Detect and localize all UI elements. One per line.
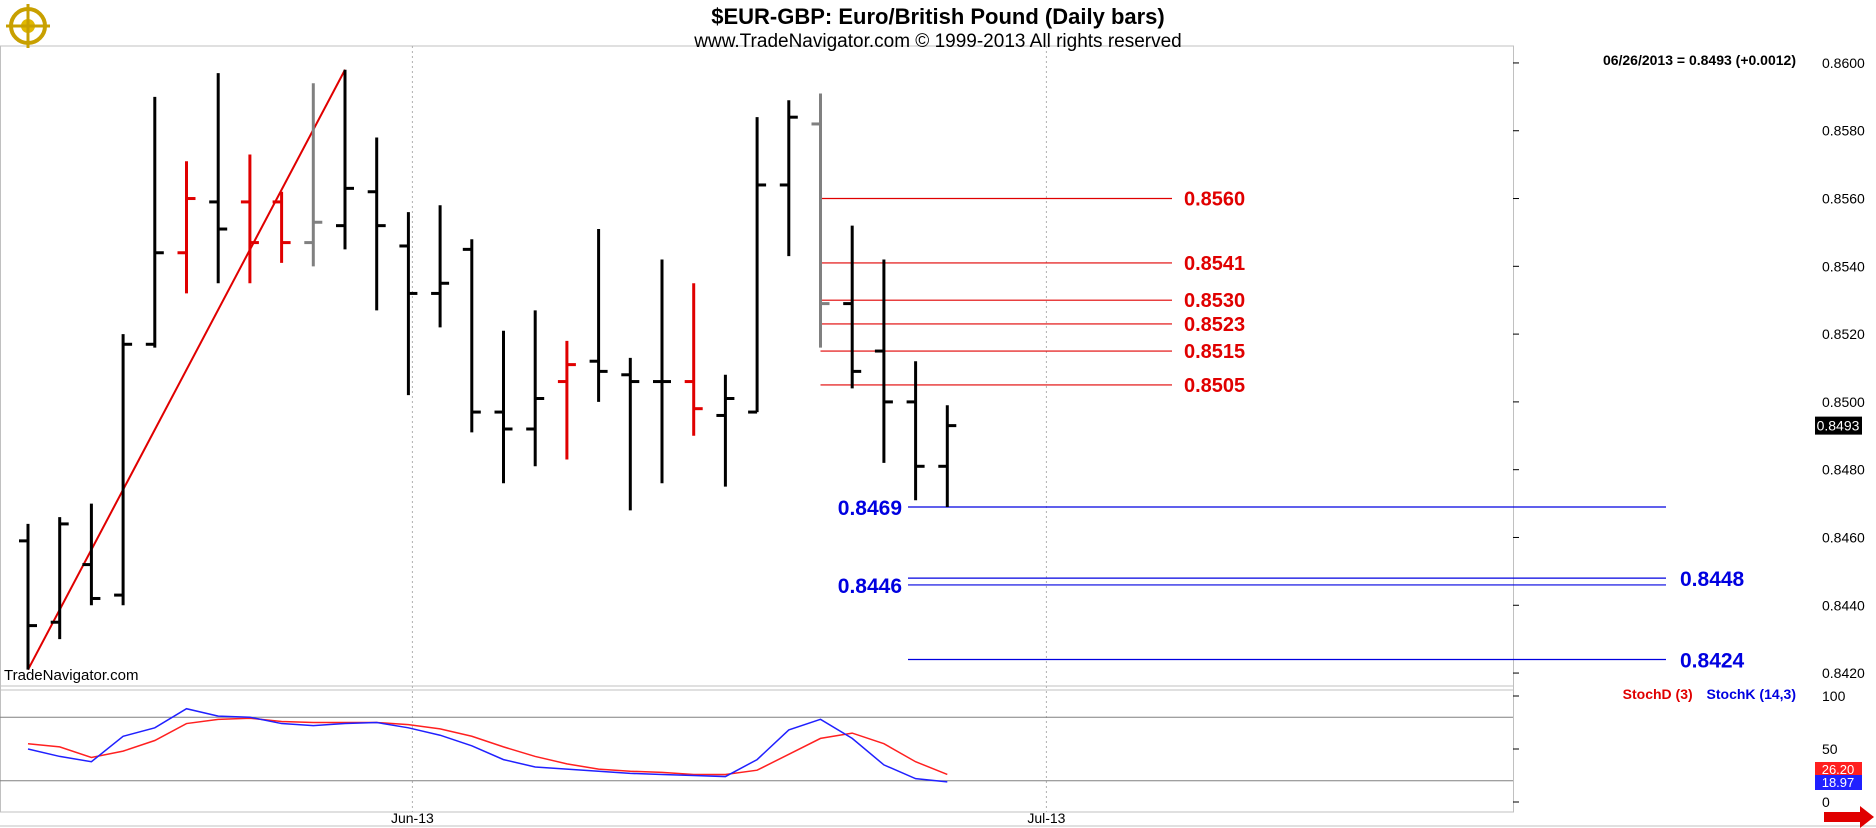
- y-tick-label: 0.8420: [1822, 665, 1865, 681]
- trendline: [27, 69, 346, 671]
- x-tick-label: Jul-13: [1027, 810, 1065, 826]
- stoch-line-d: [27, 717, 948, 776]
- stoch-last-box: [1815, 762, 1862, 777]
- red-level-label: 0.8530: [1184, 290, 1245, 312]
- chart-title: $EUR-GBP: Euro/British Pound (Daily bars…: [711, 4, 1165, 29]
- stoch-last-label: 18.97: [1822, 775, 1855, 790]
- blue-level-label: 0.8446: [838, 575, 902, 598]
- last-value-box: [1815, 416, 1862, 435]
- stoch-line-k: [27, 707, 948, 783]
- blue-level-label: 0.8424: [1680, 649, 1745, 672]
- stoch-y-tick-label: 100: [1822, 688, 1846, 704]
- y-tick-label: 0.8560: [1822, 191, 1865, 207]
- y-tick-label: 0.8480: [1822, 462, 1865, 478]
- red-level-label: 0.8515: [1184, 341, 1245, 363]
- y-tick-label: 0.8460: [1822, 529, 1865, 545]
- scroll-right-arrow-icon[interactable]: [1824, 806, 1874, 828]
- blue-level-label: 0.8469: [838, 497, 902, 520]
- y-tick-label: 0.8440: [1822, 597, 1865, 613]
- stoch-d-legend: StochD (3): [1622, 686, 1693, 702]
- watermark: TradeNavigator.com: [4, 667, 139, 684]
- stoch-last-box: [1815, 775, 1862, 790]
- x-tick-label: Jun-13: [391, 810, 434, 826]
- stoch-y-tick-label: 0: [1822, 794, 1830, 810]
- y-tick-label: 0.8520: [1822, 326, 1865, 342]
- stoch-y-tick-label: 50: [1822, 741, 1838, 757]
- stoch-last-label: 26.20: [1822, 762, 1855, 777]
- red-level-label: 0.8505: [1184, 375, 1245, 397]
- blue-level-label: 0.8448: [1680, 568, 1745, 591]
- last-value-label: 0.8493: [1817, 418, 1860, 434]
- y-tick-label: 0.8600: [1822, 55, 1865, 71]
- trade-navigator-logo-icon: [6, 4, 50, 53]
- y-tick-label: 0.8500: [1822, 394, 1865, 410]
- y-tick-label: 0.8580: [1822, 123, 1865, 139]
- price-panel-frame: [0, 45, 1514, 691]
- stoch-panel-frame: [0, 685, 1514, 813]
- red-level-label: 0.8541: [1184, 253, 1245, 275]
- red-level-label: 0.8560: [1184, 189, 1245, 211]
- y-tick-label: 0.8540: [1822, 258, 1865, 274]
- chart-subtitle: www.TradeNavigator.com © 1999-2013 All r…: [694, 31, 1182, 52]
- stoch-k-legend: StochK (14,3): [1706, 686, 1796, 702]
- last-quote: 06/26/2013 = 0.8493 (+0.0012): [1602, 52, 1796, 68]
- stochastic-legend: StochD (3) StochK (14,3): [1623, 686, 1796, 702]
- red-level-label: 0.8523: [1184, 314, 1245, 336]
